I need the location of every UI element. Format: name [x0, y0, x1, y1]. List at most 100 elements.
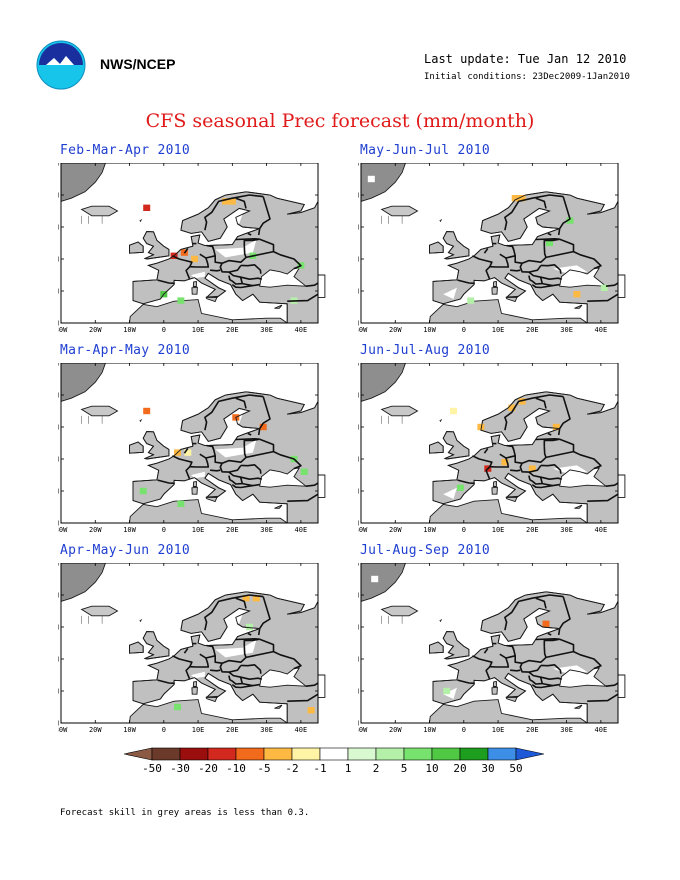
lat-tick-label: 80N — [58, 363, 59, 368]
lat-tick-label: 60N — [58, 424, 59, 432]
colorbar-arrow-high — [515, 747, 545, 761]
lon-tick-label: 30E — [260, 726, 273, 734]
colorbar-label: -5 — [257, 762, 270, 775]
colorbar-swatch — [263, 747, 293, 761]
colorbar-label: 20 — [453, 762, 466, 775]
lat-tick-label: 60N — [358, 424, 359, 432]
footnote: Forecast skill in grey areas is less tha… — [60, 808, 310, 818]
lat-tick-label: 40N — [358, 688, 359, 696]
forecast-map: 80N 70N 60N 50N 40N 30N30W 20W 10W 0 10E 20E 30E 40E — [358, 363, 626, 534]
lat-tick-label: 30N — [358, 720, 359, 728]
colorbar-label: 1 — [345, 762, 352, 775]
panel-title: May-Jun-Jul 2010 — [360, 143, 491, 158]
noaa-logo — [36, 40, 86, 90]
lon-tick-label: 10W — [423, 726, 436, 734]
lat-tick-label: 50N — [58, 456, 59, 464]
lon-tick-label: 40E — [595, 726, 608, 734]
colorbar-label: 30 — [481, 762, 494, 775]
lon-tick-label: 10W — [123, 326, 136, 334]
colorbar-swatch — [459, 747, 489, 761]
forecast-map: 80N 70N 60N 50N 40N 30N30W 20W 10W 0 10E 20E 30E 40E — [358, 163, 626, 334]
forecast-map: 80N 70N 60N 50N 40N 30N30W 20W 10W 0 10E 20E 30E 40E — [358, 563, 626, 734]
colorbar-swatch — [431, 747, 461, 761]
lat-tick-label: 40N — [358, 288, 359, 296]
lon-tick-label: 40E — [295, 326, 308, 334]
lon-tick-label: 20E — [526, 326, 539, 334]
colorbar-label: -10 — [226, 762, 246, 775]
lon-tick-label: 10W — [123, 726, 136, 734]
lat-tick-label: 30N — [358, 520, 359, 528]
page-title: CFS seasonal Prec forecast (mm/month) — [145, 110, 535, 132]
lon-tick-label: 20E — [226, 526, 239, 534]
lon-tick-label: 20E — [226, 726, 239, 734]
panel-title: Feb-Mar-Apr 2010 — [60, 143, 191, 158]
lat-tick-label: 50N — [358, 256, 359, 264]
colorbar-label: 10 — [425, 762, 438, 775]
lon-tick-label: 0 — [462, 526, 466, 534]
lat-tick-label: 50N — [58, 656, 59, 664]
lat-tick-label: 30N — [358, 320, 359, 328]
forecast-map: 80N 70N 60N 50N 40N 30N30W 20W 10W 0 10E 20E 30E 40E — [58, 163, 326, 334]
panel-title: Jun-Jul-Aug 2010 — [360, 343, 491, 358]
lon-tick-label: 30E — [560, 726, 573, 734]
initial-conditions-text: Initial conditions: 23Dec2009-1Jan2010 — [424, 72, 630, 82]
lon-tick-label: 10E — [492, 526, 505, 534]
lon-tick-label: 40E — [295, 526, 308, 534]
lon-tick-label: 10E — [192, 726, 205, 734]
colorbar-swatch — [179, 747, 209, 761]
lon-tick-label: 10W — [423, 326, 436, 334]
lat-tick-label: 40N — [58, 488, 59, 496]
lon-tick-label: 0 — [162, 726, 166, 734]
lon-tick-label: 30W — [58, 526, 68, 534]
lon-tick-label: 30E — [260, 526, 273, 534]
lat-tick-label: 70N — [58, 192, 59, 200]
lat-tick-label: 50N — [58, 256, 59, 264]
lon-tick-label: 0 — [162, 326, 166, 334]
lon-tick-label: 30W — [358, 526, 368, 534]
lon-tick-label: 10E — [492, 326, 505, 334]
lon-tick-label: 30E — [560, 326, 573, 334]
colorbar-swatch — [487, 747, 517, 761]
lon-tick-label: 10E — [492, 726, 505, 734]
lon-tick-label: 20W — [389, 326, 402, 334]
colorbar-swatch — [403, 747, 433, 761]
colorbar-label: -2 — [285, 762, 298, 775]
colorbar-swatch — [375, 747, 405, 761]
colorbar-swatch — [347, 747, 377, 761]
lat-tick-label: 60N — [58, 624, 59, 632]
lon-tick-label: 20W — [389, 526, 402, 534]
lon-tick-label: 40E — [595, 326, 608, 334]
colorbar-label: 50 — [509, 762, 522, 775]
forecast-panel-6: Jul-Aug-Sep 2010 80N 70N 60N 50N 40N 30N30W 20… — [358, 543, 658, 735]
lat-tick-label: 70N — [358, 592, 359, 600]
forecast-panel-4: Jun-Jul-Aug 2010 80N 70N 60N 50N 40N 30N30W 20… — [358, 343, 658, 535]
lon-tick-label: 30E — [260, 326, 273, 334]
lon-tick-label: 10W — [423, 526, 436, 534]
lon-tick-label: 0 — [462, 326, 466, 334]
lat-tick-label: 30N — [58, 320, 59, 328]
lon-tick-label: 0 — [162, 526, 166, 534]
panel-title: Jul-Aug-Sep 2010 — [360, 543, 491, 558]
agency-label: NWS/NCEP — [100, 56, 176, 72]
lat-tick-label: 60N — [358, 624, 359, 632]
lon-tick-label: 20E — [526, 726, 539, 734]
lat-tick-label: 70N — [58, 392, 59, 400]
lon-tick-label: 10W — [123, 526, 136, 534]
panel-title: Mar-Apr-May 2010 — [60, 343, 191, 358]
colorbar-swatch — [207, 747, 237, 761]
last-update-text: Last update: Tue Jan 12 2010 — [424, 52, 627, 66]
lat-tick-label: 70N — [358, 192, 359, 200]
lat-tick-label: 30N — [58, 520, 59, 528]
panel-title: Apr-May-Jun 2010 — [60, 543, 191, 558]
lon-tick-label: 30W — [58, 326, 68, 334]
lat-tick-label: 60N — [358, 224, 359, 232]
lat-tick-label: 80N — [358, 363, 359, 368]
lon-tick-label: 20W — [389, 726, 402, 734]
colorbar-swatch — [235, 747, 265, 761]
lon-tick-label: 20E — [526, 526, 539, 534]
colorbar-swatch — [291, 747, 321, 761]
lon-tick-label: 40E — [595, 526, 608, 534]
colorbar-label: 5 — [401, 762, 408, 775]
colorbar-label: -1 — [313, 762, 326, 775]
colorbar-arrow-low — [123, 747, 153, 761]
